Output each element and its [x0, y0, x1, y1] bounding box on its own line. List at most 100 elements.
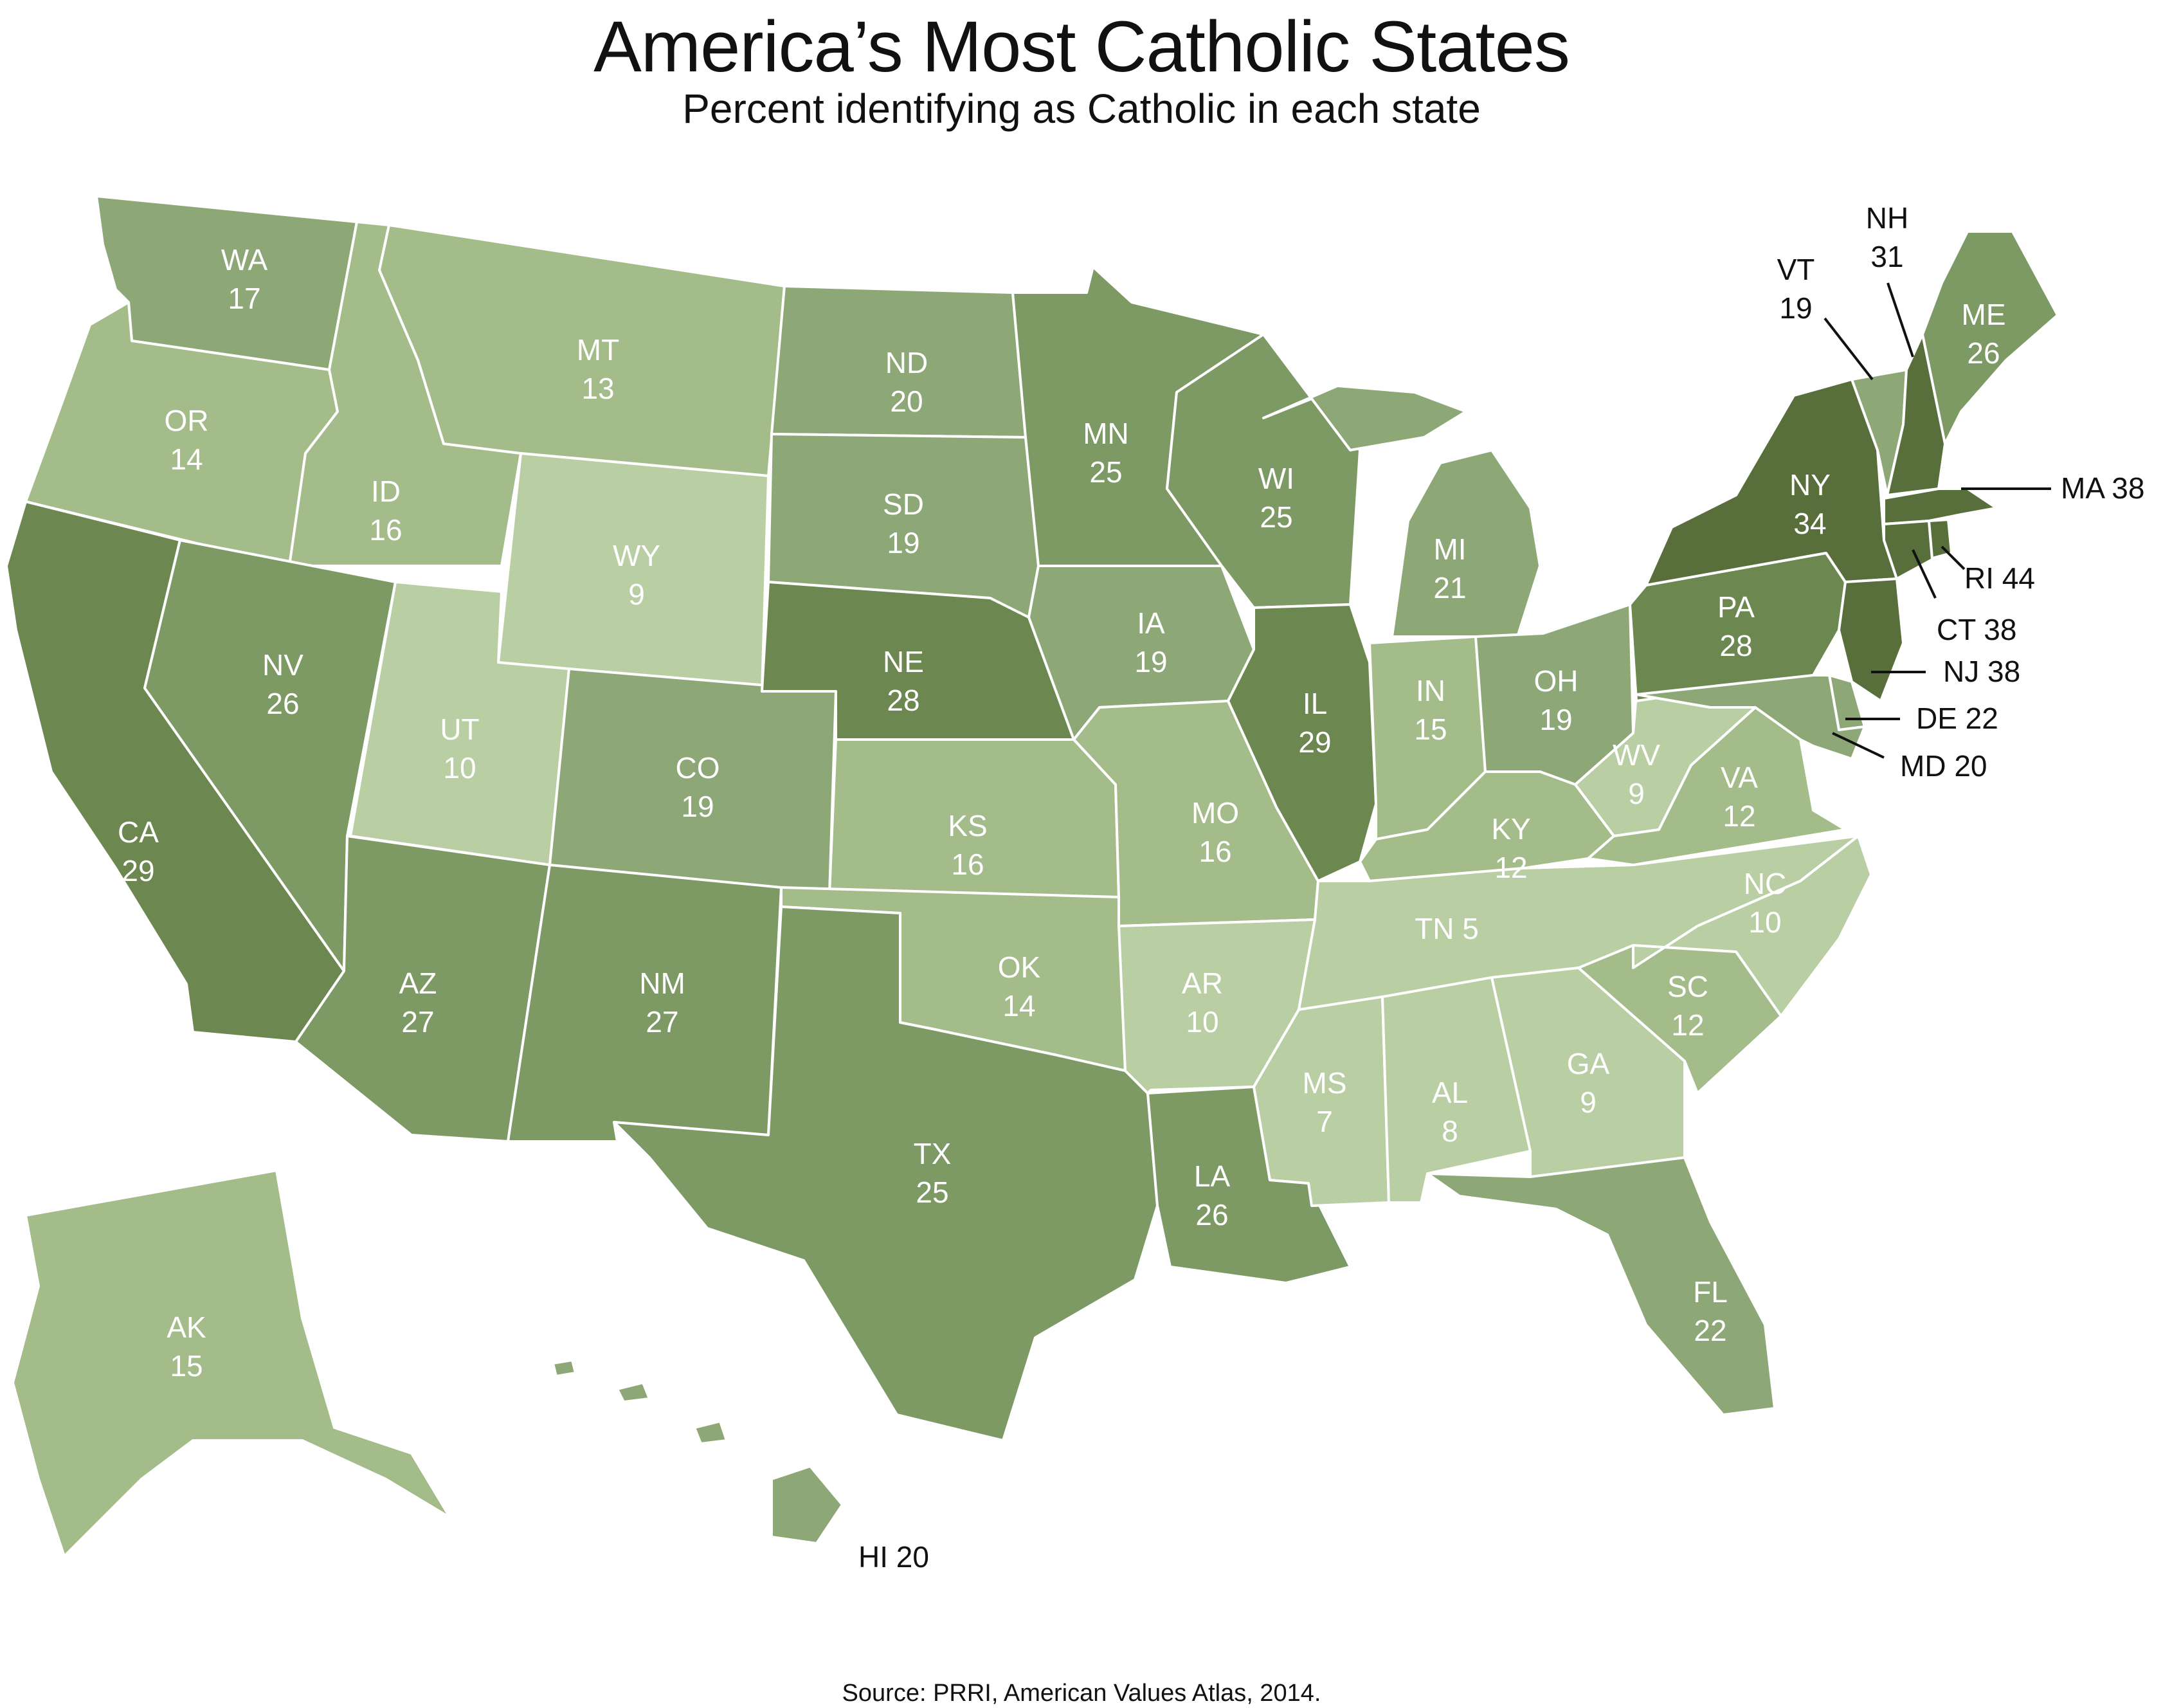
label-AK-value: 15: [170, 1349, 203, 1383]
label-WI-value: 25: [1260, 500, 1292, 534]
state-NM[interactable]: [507, 864, 783, 1143]
label-MT-abbr: MT: [577, 333, 619, 367]
label-OK-value: 14: [1002, 989, 1035, 1022]
source-note: Source: PRRI, American Values Atlas, 201…: [842, 1680, 1321, 1707]
state-NJ[interactable]: [1838, 577, 1905, 702]
state-FL[interactable]: [1426, 1156, 1776, 1416]
label-FL: FL 22: [1693, 1275, 1728, 1347]
label-KS-value: 16: [951, 848, 984, 881]
label-KS: KS 16: [948, 809, 987, 881]
label-TX-abbr: TX: [914, 1137, 952, 1170]
state-AK[interactable]: [12, 1169, 451, 1558]
label-LA: LA 26: [1194, 1159, 1231, 1231]
state-MD[interactable]: [1635, 674, 1866, 760]
callout-NH-value: 31: [1870, 240, 1903, 273]
state-TX[interactable]: [613, 905, 1159, 1442]
label-KY-value: 12: [1494, 851, 1527, 884]
label-AZ-value: 27: [401, 1005, 434, 1039]
label-SD: SD 19: [883, 487, 924, 559]
label-MT: MT 13: [577, 333, 619, 405]
state-WY[interactable]: [497, 452, 770, 693]
label-GA: GA 9: [1567, 1047, 1610, 1119]
label-OH: OH 19: [1534, 664, 1579, 736]
label-ME-abbr: ME: [1962, 298, 2006, 331]
state-NC[interactable]: [1632, 835, 1872, 1017]
state-MI[interactable]: [1262, 385, 1541, 638]
callout-CT: CT 38: [1937, 613, 2016, 646]
label-MS-value: 7: [1316, 1105, 1333, 1138]
label-NC-value: 10: [1748, 905, 1781, 939]
state-labels: WA 17 OR 14 CA 29 ID 16 NV 26 MT 13 WY 9 UT 10 AZ 27 CO 19 N…: [118, 201, 2144, 1574]
label-WV-value: 9: [1628, 777, 1645, 810]
state-NY[interactable]: [1645, 378, 1898, 586]
label-NM: NM 27: [639, 967, 685, 1039]
label-ND-value: 20: [890, 385, 923, 418]
label-AL-value: 8: [1442, 1114, 1458, 1148]
label-NV: NV 26: [262, 648, 303, 720]
label-ME-value: 26: [1967, 336, 2000, 370]
callout-HI: HI 20: [858, 1540, 929, 1574]
label-MO-abbr: MO: [1191, 796, 1239, 830]
state-RI[interactable]: [1928, 518, 1953, 559]
state-HI[interactable]: [552, 1359, 844, 1545]
label-WV-abbr: WV: [1613, 738, 1660, 772]
label-VA-value: 12: [1723, 799, 1755, 833]
callout-NJ: NJ 38: [1943, 655, 2020, 688]
map-subtitle: Percent identifying as Catholic in each …: [682, 86, 1481, 132]
label-AK: AK 15: [167, 1311, 206, 1383]
label-ID-abbr: ID: [371, 475, 401, 508]
label-VA-abbr: VA: [1721, 761, 1758, 794]
label-NC-abbr: NC: [1744, 867, 1786, 900]
label-ID: ID 16: [369, 475, 402, 547]
label-OR: OR 14: [165, 404, 209, 476]
label-AR-value: 10: [1186, 1005, 1218, 1039]
label-OR-abbr: OR: [165, 404, 209, 437]
label-MS: MS 7: [1303, 1066, 1347, 1138]
label-MN-abbr: MN: [1083, 417, 1129, 450]
label-ND-abbr: ND: [885, 346, 928, 379]
label-CO: CO 19: [676, 751, 720, 823]
label-WY-abbr: WY: [613, 539, 660, 572]
label-SC: SC 12: [1667, 970, 1708, 1042]
label-SC-value: 12: [1671, 1008, 1704, 1042]
callout-MD: MD 20: [1900, 749, 1987, 783]
label-NY-abbr: NY: [1789, 468, 1831, 502]
label-AZ-abbr: AZ: [399, 967, 437, 1000]
label-OH-value: 19: [1539, 703, 1572, 736]
leader-MD: [1832, 732, 1885, 759]
label-AL-abbr: AL: [1432, 1076, 1468, 1109]
state-ME[interactable]: [1921, 230, 2059, 445]
label-ID-value: 16: [369, 513, 402, 547]
label-IN-abbr: IN: [1416, 674, 1445, 707]
label-IL-value: 29: [1298, 725, 1331, 759]
label-AR-abbr: AR: [1182, 967, 1223, 1000]
leader-RI: [1941, 545, 1966, 570]
label-LA-abbr: LA: [1194, 1159, 1231, 1193]
label-ND: ND 20: [885, 346, 928, 418]
label-KY-abbr: KY: [1491, 812, 1530, 846]
label-WV: WV 9: [1613, 738, 1660, 810]
label-NY: NY 34: [1789, 468, 1831, 540]
leader-CT: [1912, 549, 1937, 599]
label-PA-value: 28: [1719, 629, 1752, 662]
label-OR-value: 14: [170, 442, 203, 476]
label-NM-abbr: NM: [639, 967, 685, 1000]
label-IL-abbr: IL: [1303, 687, 1327, 720]
callout-NH-abbr: NH: [1866, 201, 1908, 235]
label-IN-value: 15: [1414, 713, 1447, 746]
label-MI-abbr: MI: [1433, 532, 1466, 566]
label-WI-abbr: WI: [1258, 462, 1294, 495]
label-TX: TX 25: [914, 1137, 952, 1209]
label-NY-value: 34: [1793, 507, 1826, 540]
callout-DE: DE 22: [1916, 702, 1998, 735]
label-NV-abbr: NV: [262, 648, 303, 682]
label-SD-value: 19: [887, 526, 919, 559]
label-NV-value: 26: [266, 687, 299, 720]
label-IA: IA 19: [1134, 606, 1167, 678]
map-title: America’s Most Catholic States: [593, 6, 1570, 87]
label-UT-value: 10: [443, 751, 476, 785]
label-MO-value: 16: [1199, 835, 1231, 868]
label-PA: PA 28: [1717, 590, 1755, 662]
label-OK: OK 14: [998, 950, 1041, 1022]
state-IL[interactable]: [1227, 603, 1377, 882]
